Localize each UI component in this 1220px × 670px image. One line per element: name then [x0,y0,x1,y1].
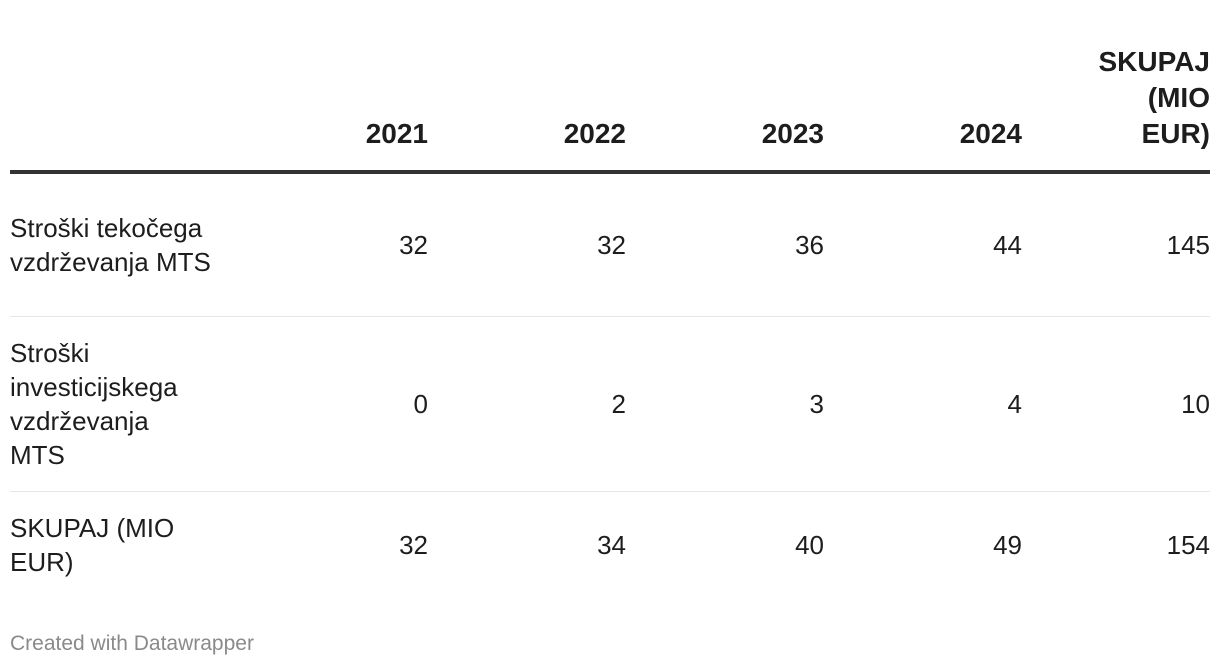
data-table-container: 2021 2022 2023 2024 SKUPAJ (MIO EUR) Str… [10,44,1210,598]
table-cell: 32 [399,530,428,560]
table-header-row: 2021 2022 2023 2024 SKUPAJ (MIO EUR) [10,44,1210,174]
header-cell-2021: 2021 [230,44,428,174]
table-cell: 36 [626,172,824,317]
table-cell: 34 [597,530,626,560]
table-cell-total: 10 [1022,316,1210,492]
table-cell: 32 [428,172,626,317]
table-cell: 40 [795,530,824,560]
table-row: Stroški tekočega vzdrževanja MTS 32 32 3… [10,172,1210,317]
table-cell-total: 154 [1166,530,1210,560]
header-cell-label [10,44,230,174]
table-row: SKUPAJ (MIO EUR) 32 34 40 49 154 [10,492,1210,599]
table-cell: 3 [626,316,824,492]
header-cell-2024: 2024 [824,44,1022,174]
row-label: Stroški tekočega vzdrževanja MTS [10,172,230,317]
table-cell-total: 145 [1022,172,1210,317]
header-cell-2022: 2022 [428,44,626,174]
row-label-text: Stroški tekočega vzdrževanja MTS [10,213,211,277]
table-cell: 4 [824,316,1022,492]
table-cell: 49 [993,530,1022,560]
table-cell: 44 [824,172,1022,317]
row-label-text: SKUPAJ (MIO EUR) [10,513,175,577]
header-total-text: SKUPAJ (MIO EUR) [1098,46,1210,149]
row-label-text: Stroški investicijskega vzdrževanja MTS [10,338,178,470]
table-cell: 2 [428,316,626,492]
header-cell-2023: 2023 [626,44,824,174]
table-cell: 0 [230,316,428,492]
header-cell-total: SKUPAJ (MIO EUR) [1022,44,1210,174]
data-table: 2021 2022 2023 2024 SKUPAJ (MIO EUR) Str… [10,44,1210,598]
row-label: SKUPAJ (MIO EUR) [10,492,230,599]
table-row: Stroški investicijskega vzdrževanja MTS … [10,316,1210,492]
row-label: Stroški investicijskega vzdrževanja MTS [10,316,230,492]
datawrapper-credit[interactable]: Created with Datawrapper [10,632,254,655]
table-cell: 32 [230,172,428,317]
